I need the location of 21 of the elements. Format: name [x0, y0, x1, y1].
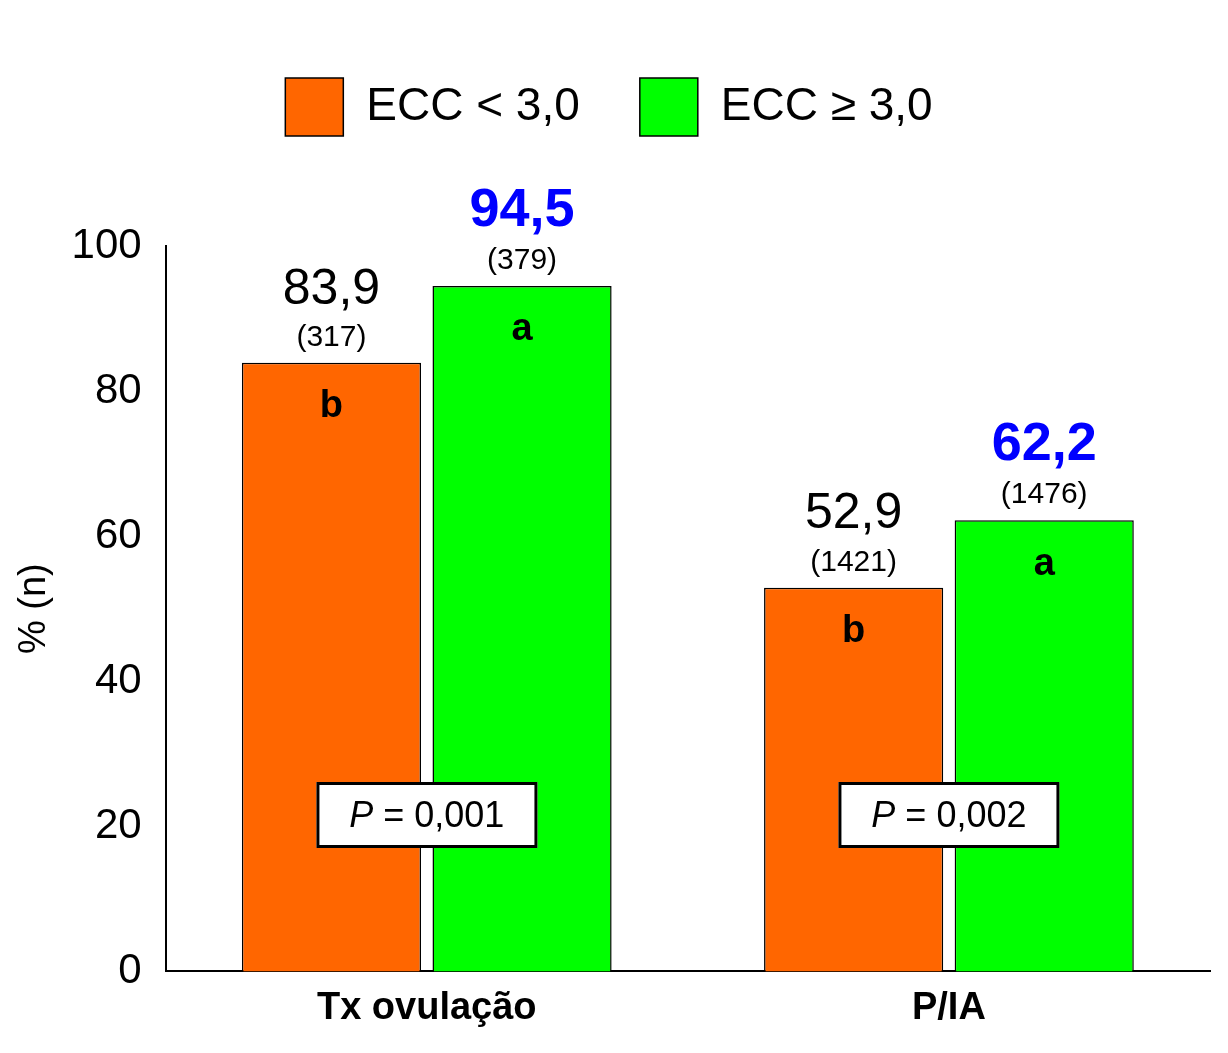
y-tick-label: 20: [94, 799, 142, 847]
annotation: a: [1033, 540, 1056, 583]
annotation: P = 0,002: [838, 782, 1060, 849]
annotation: b: [842, 608, 866, 651]
y-tick-label: 0: [118, 944, 142, 992]
x-tick-label: Tx ovulação: [316, 984, 537, 1027]
legend-label: ECC < 3,0: [366, 77, 580, 130]
annotation: a: [511, 306, 534, 349]
data-label: 83,9 (317): [282, 258, 381, 353]
annotation: b: [319, 383, 344, 426]
legend-label: ECC ≥ 3,0: [720, 77, 933, 130]
y-tick-label: 60: [94, 509, 142, 557]
y-tick-label: 80: [94, 364, 142, 412]
y-tick-label: 40: [94, 654, 142, 702]
annotation: P = 0,001: [316, 782, 538, 849]
y-axis-title: % (n): [11, 563, 54, 655]
data-label: 94,5 (379): [469, 176, 575, 276]
data-label: 52,9 (1421): [804, 483, 903, 577]
data-label: 62,2 (1476): [991, 411, 1097, 510]
y-tick-label: 100: [71, 219, 142, 267]
x-tick-label: P/IA: [911, 984, 986, 1027]
